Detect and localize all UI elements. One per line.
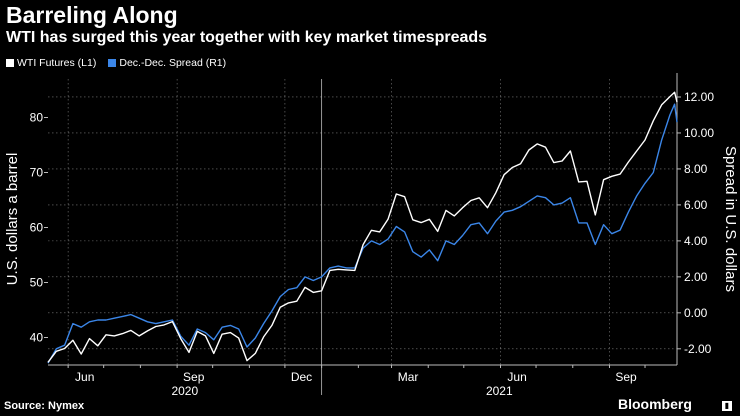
series-line-spread (47, 103, 678, 364)
right-axis-title: Spread in U.S. dollars (722, 146, 739, 292)
chart-title: Barreling Along (6, 2, 178, 28)
legend-swatch-spread (108, 59, 117, 67)
left-axis: 40 50 60 70 80 (30, 111, 48, 345)
right-tick-label: 4.00 (684, 234, 708, 248)
grid-lines (48, 73, 678, 395)
right-tick-label: 8.00 (684, 162, 708, 176)
left-tick-label: 60 (30, 221, 44, 235)
right-axis: 12.00 10.00 8.00 6.00 4.00 2.00 0.00 -2.00 (677, 90, 714, 356)
right-tick-label: 12.00 (684, 90, 714, 104)
legend-label-spread: Dec.-Dec. Spread (R1) (119, 57, 227, 69)
legend-item-wti: WTI Futures (L1) (6, 57, 96, 69)
left-tick-label: 80 (30, 111, 44, 125)
x-tick-label: Jun (75, 370, 94, 384)
x-tick-label: Sep (615, 370, 637, 384)
legend: WTI Futures (L1) Dec.-Dec. Spread (R1) (6, 57, 226, 69)
bloomberg-terminal-icon: ▮ (722, 401, 732, 411)
x-year-label: 2021 (486, 384, 513, 398)
x-tick-label: Mar (398, 370, 419, 384)
x-tick-label: Sep (183, 370, 205, 384)
series-line-wti (47, 91, 678, 363)
left-tick-label: 70 (30, 166, 44, 180)
right-tick-label: 2.00 (684, 270, 708, 284)
series-lines (47, 91, 678, 364)
legend-swatch-wti (6, 59, 14, 67)
brand-logo-text: Bloomberg (618, 396, 692, 412)
x-tick-label: Dec (291, 370, 312, 384)
right-tick-label: 10.00 (684, 126, 714, 140)
right-tick-label: 0.00 (684, 306, 708, 320)
left-tick-label: 40 (30, 331, 44, 345)
source-note: Source: Nymex (4, 400, 85, 412)
legend-label-wti: WTI Futures (L1) (17, 57, 97, 69)
chart-subtitle: WTI has surged this year together with k… (6, 29, 488, 46)
left-axis-title: U.S. dollars a barrel (4, 153, 21, 286)
right-tick-label: -2.00 (684, 342, 712, 356)
x-tick-label: Jun (507, 370, 526, 384)
left-tick-label: 50 (30, 276, 44, 290)
x-year-label: 2020 (171, 384, 198, 398)
legend-item-spread: Dec.-Dec. Spread (R1) (108, 57, 226, 69)
right-tick-label: 6.00 (684, 198, 708, 212)
